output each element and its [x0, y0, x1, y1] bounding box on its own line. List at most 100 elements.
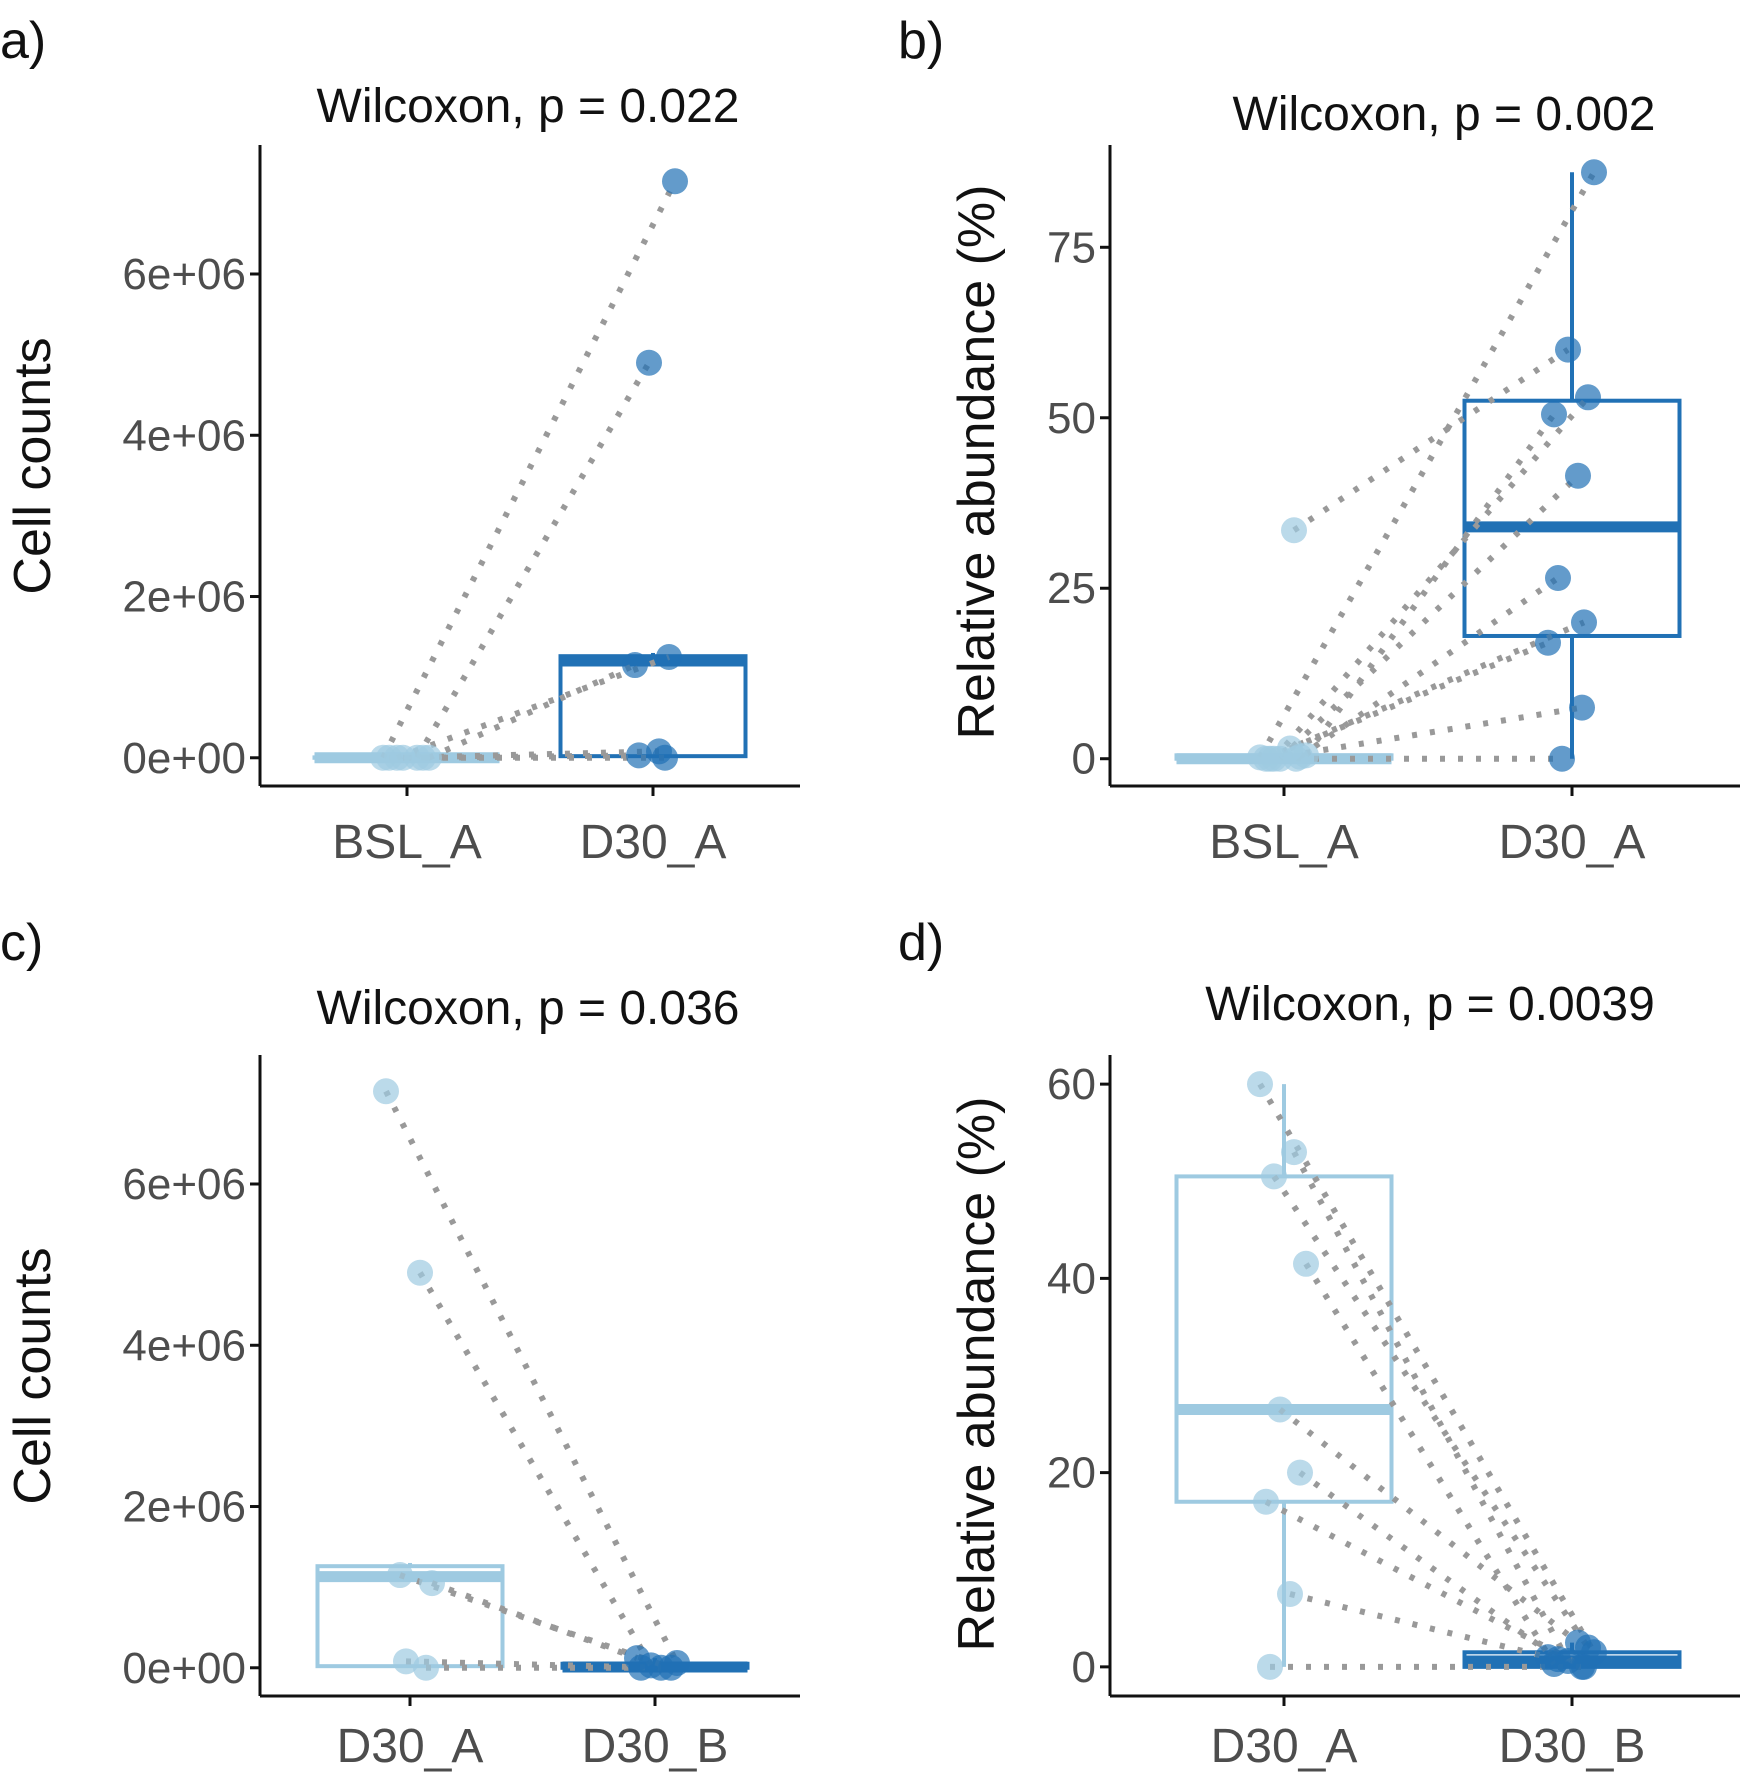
panel-a-ylabel: Cell counts	[4, 337, 62, 594]
panel-d-point-d30_a-5	[1267, 1396, 1293, 1423]
panel-b-ytick-label-2: 25	[1047, 564, 1096, 613]
panel-c-pair-line-4	[430, 1580, 639, 1661]
panel-d-pair-line-3	[1271, 1174, 1591, 1650]
panel-b-point-d30_a-2	[1555, 336, 1581, 363]
panel-b-ytick-label-4: 75	[1047, 223, 1096, 272]
panel-b-ytick-label-3: 50	[1047, 394, 1096, 443]
panel-d-point-d30_a-6	[1287, 1459, 1313, 1486]
panel-a-xtick-2: D30_A	[580, 816, 727, 869]
panel-b-point-d30_a-5	[1565, 462, 1591, 489]
panel-b-point-d30_a-1	[1581, 159, 1607, 186]
panel-a-point-d30_a-6	[626, 742, 652, 769]
panel-d-point-d30_a-9	[1257, 1653, 1283, 1680]
panel-c-ytick-label-1: 0e+00	[122, 1644, 246, 1693]
panel-c-point-d30_a-3	[387, 1562, 413, 1589]
panel-c-letter: c)	[0, 914, 43, 972]
panel-c: c) Wilcoxon, p = 0.036 Cell counts D30_A…	[0, 914, 800, 1773]
panel-b-pair-line-6	[1298, 575, 1560, 760]
panel-a: a) Wilcoxon, p = 0.022 Cell counts BSL_A…	[0, 12, 800, 869]
panel-b-pair-line-1	[1257, 170, 1597, 759]
panel-b: b) Wilcoxon, p = 0.002 Relative abundanc…	[898, 12, 1740, 869]
panel-d-point-d30_b-8	[1535, 1644, 1561, 1671]
panel-d-title: Wilcoxon, p = 0.0039	[1205, 978, 1655, 1031]
panel-d-pair-line-1	[1257, 1082, 1597, 1654]
panel-c-pair-line-5	[405, 1658, 662, 1671]
panel-a-pair-line-6	[422, 752, 640, 761]
panel-d-pair-line-5	[1278, 1407, 1580, 1645]
panel-d-point-d30_b-5	[1565, 1629, 1591, 1656]
panel-a-point-d30_a-1	[662, 168, 688, 195]
panel-b-point-d30_a-6	[1545, 565, 1571, 592]
panel-d-letter: d)	[898, 914, 944, 972]
panel-c-ytick-label-4: 6e+06	[122, 1160, 246, 1209]
panel-a-pair-line-4	[427, 662, 637, 761]
panel-b-point-bsl_a-2	[1281, 517, 1307, 544]
panel-d: d) Wilcoxon, p = 0.0039 Relative abundan…	[898, 914, 1740, 1773]
panel-c-ylabel: Cell counts	[4, 1247, 62, 1504]
panel-d-ytick-label-3: 40	[1047, 1254, 1096, 1303]
panel-d-pair-line-2	[1291, 1150, 1571, 1663]
panel-c-ytick-label-2: 2e+06	[122, 1483, 246, 1532]
panel-b-xtick-1: BSL_A	[1209, 816, 1358, 869]
panel-b-xtick-2: D30_A	[1499, 816, 1646, 869]
panel-b-pair-line-5	[1277, 473, 1581, 761]
panel-d-ylabel: Relative abundance (%)	[948, 1097, 1006, 1652]
panel-d-point-d30_a-2	[1281, 1139, 1307, 1166]
panel-b-box-2	[1462, 398, 1682, 638]
panel-d-point-d30_a-3	[1261, 1163, 1287, 1190]
panel-c-plot	[250, 1055, 800, 1706]
panel-b-ytick-label-1: 0	[1072, 735, 1096, 784]
panel-a-plot	[250, 145, 800, 796]
panel-b-point-d30_a-4	[1541, 401, 1567, 428]
panel-a-letter: a)	[0, 12, 46, 70]
panel-b-point-bsl_a-10	[1283, 745, 1309, 772]
panel-c-point-d30_a-2	[407, 1259, 433, 1286]
panel-c-point-d30_b-5	[648, 1654, 674, 1681]
panel-b-plot	[1100, 145, 1740, 796]
panel-d-ytick-label-2: 20	[1047, 1449, 1096, 1498]
panel-d-xtick-2: D30_B	[1499, 1720, 1646, 1773]
panel-b-point-bsl_a-9	[1257, 745, 1283, 772]
panel-c-point-d30_a-6	[413, 1654, 439, 1681]
panel-c-point-d30_a-5	[393, 1648, 419, 1675]
panel-c-pair-line-2	[417, 1271, 654, 1667]
panel-c-xtick-2: D30_B	[582, 1720, 729, 1773]
panel-d-ytick-label-1: 0	[1072, 1643, 1096, 1692]
panel-a-pair-line-3	[395, 654, 671, 761]
panel-d-point-d30_a-7	[1253, 1488, 1279, 1515]
panel-a-point-d30_a-4	[622, 652, 648, 679]
panel-b-title: Wilcoxon, p = 0.002	[1233, 88, 1656, 141]
panel-b-point-d30_a-10	[1549, 745, 1575, 772]
panel-a-point-bsl_a-6	[410, 744, 436, 771]
panel-b-point-d30_a-9	[1569, 694, 1595, 721]
panel-a-point-d30_a-3	[656, 643, 682, 670]
panel-c-point-d30_a-4	[419, 1570, 445, 1597]
panel-b-letter: b)	[898, 12, 944, 70]
panel-c-title: Wilcoxon, p = 0.036	[317, 982, 740, 1035]
panel-a-point-bsl_a-7	[376, 744, 402, 771]
panel-d-ytick-label-4: 60	[1047, 1060, 1096, 1109]
panel-c-point-d30_a-1	[373, 1078, 399, 1105]
panel-b-pair-line-4	[1303, 412, 1557, 758]
panel-a-ytick-label-2: 2e+06	[122, 573, 246, 622]
panel-b-point-d30_a-7	[1571, 609, 1597, 636]
panel-a-xtick-1: BSL_A	[332, 816, 481, 869]
panel-d-point-d30_a-1	[1247, 1071, 1273, 1098]
panel-a-point-d30_a-7	[652, 744, 678, 771]
panel-d-point-d30_a-4	[1293, 1250, 1319, 1277]
panel-a-title: Wilcoxon, p = 0.022	[317, 80, 740, 133]
panel-b-ylabel: Relative abundance (%)	[948, 185, 1006, 740]
panel-d-pair-line-4	[1303, 1262, 1557, 1666]
panel-a-point-d30_a-2	[636, 349, 662, 376]
panel-a-ytick-label-4: 6e+06	[122, 250, 246, 299]
panel-c-xtick-1: D30_A	[337, 1720, 484, 1773]
panel-b-pair-line-3	[1271, 395, 1591, 761]
panel-b-point-d30_a-3	[1575, 384, 1601, 411]
panel-b-pair-line-2	[1292, 347, 1570, 533]
panel-a-ytick-label-3: 4e+06	[122, 411, 246, 460]
panel-c-point-d30_b-6	[628, 1654, 654, 1681]
panel-a-ytick-label-1: 0e+00	[122, 734, 246, 783]
panel-b-pair-line-7	[1264, 619, 1586, 762]
panel-d-point-d30_b-9	[1569, 1653, 1595, 1680]
